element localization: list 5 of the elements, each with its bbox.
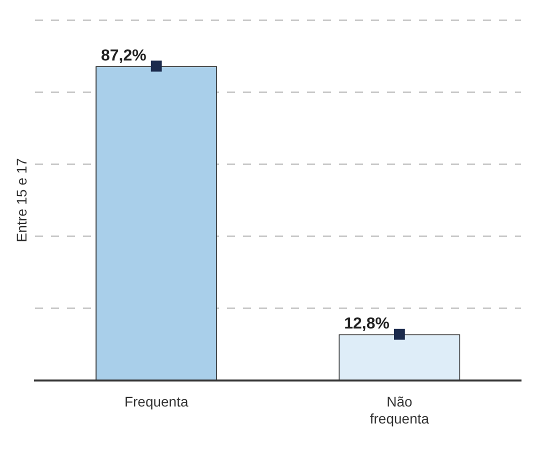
data-label: 87,2% [100,48,146,65]
x-tick-label: Não frequenta [370,394,430,426]
y-axis-title: Entre 15 e 17 [13,158,30,242]
x-tick-label: Frequenta [124,394,188,410]
data-label: 12,8% [344,316,390,333]
